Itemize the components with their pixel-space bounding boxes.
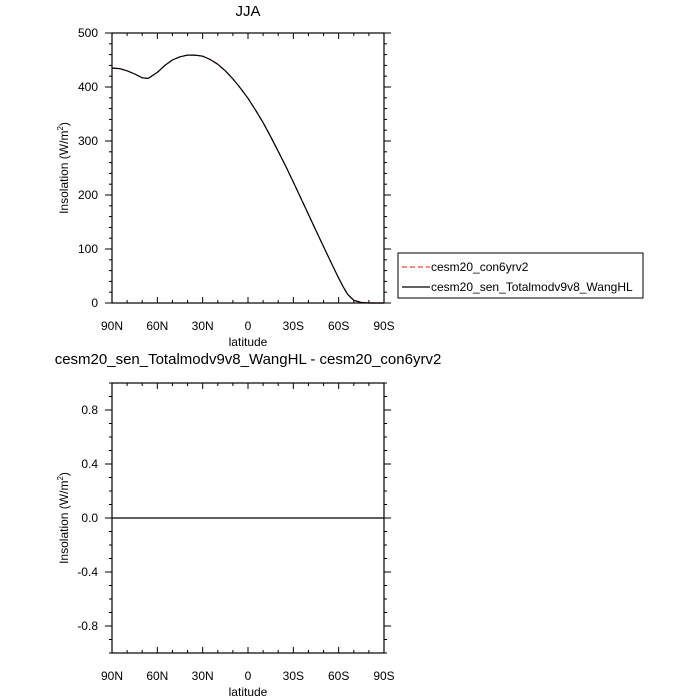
y-tick-label: 300 xyxy=(78,134,98,148)
chart-title: cesm20_sen_Totalmodv9v8_WangHL - cesm20_… xyxy=(55,351,442,368)
x-tick-label: 0 xyxy=(245,319,252,333)
x-tick-label: 60N xyxy=(146,319,168,333)
y-tick-label: 0.8 xyxy=(81,403,98,417)
x-tick-label: 30N xyxy=(192,669,214,683)
x-axis-label: latitude xyxy=(229,335,268,349)
chart-panel-2: cesm20_sen_Totalmodv9v8_WangHL - cesm20_… xyxy=(55,351,442,699)
plot-frame xyxy=(111,382,385,654)
x-tick-label: 90S xyxy=(373,669,394,683)
legend-label-1: cesm20_con6yrv2 xyxy=(431,260,529,274)
y-tick-label: 0.0 xyxy=(81,511,98,525)
x-tick-label: 60N xyxy=(146,669,168,683)
x-tick-label: 30N xyxy=(192,319,214,333)
x-tick-label: 30S xyxy=(283,319,304,333)
x-tick-label: 60S xyxy=(328,669,349,683)
series-line-2 xyxy=(111,54,384,304)
y-axis-label: Insolation (W/m2) xyxy=(56,122,71,214)
x-axis-label: latitude xyxy=(229,685,268,699)
y-tick-label: 100 xyxy=(78,242,98,256)
x-tick-label: 60S xyxy=(328,319,349,333)
x-tick-label: 30S xyxy=(283,669,304,683)
chart-panel-1: JJA 90N 60N 30N 0 30S 60S 90S 0 100 200 300 400 500 la… xyxy=(56,3,644,349)
x-tick-label: 90N xyxy=(101,669,123,683)
x-tick-label: 0 xyxy=(245,669,252,683)
chart-title: JJA xyxy=(235,3,260,20)
series-line-1 xyxy=(111,54,384,304)
y-axis-label: Insolation (W/m2) xyxy=(56,472,71,564)
legend-box xyxy=(397,252,644,299)
legend-label-2: cesm20_sen_Totalmodv9v8_WangHL xyxy=(431,280,633,294)
y-tick-label: -0.8 xyxy=(77,619,98,633)
x-tick-label: 90N xyxy=(101,319,123,333)
legend: cesm20_con6yrv2 cesm20_sen_Totalmodv9v8_W… xyxy=(397,252,644,299)
y-tick-label: 0.4 xyxy=(81,457,98,471)
y-tick-label: 400 xyxy=(78,80,98,94)
y-tick-label: 500 xyxy=(78,26,98,40)
y-tick-label: 0 xyxy=(91,296,98,310)
y-tick-label: 200 xyxy=(78,188,98,202)
y-tick-label: -0.4 xyxy=(77,565,98,579)
plot-frame xyxy=(111,32,385,304)
x-tick-label: 90S xyxy=(373,319,394,333)
